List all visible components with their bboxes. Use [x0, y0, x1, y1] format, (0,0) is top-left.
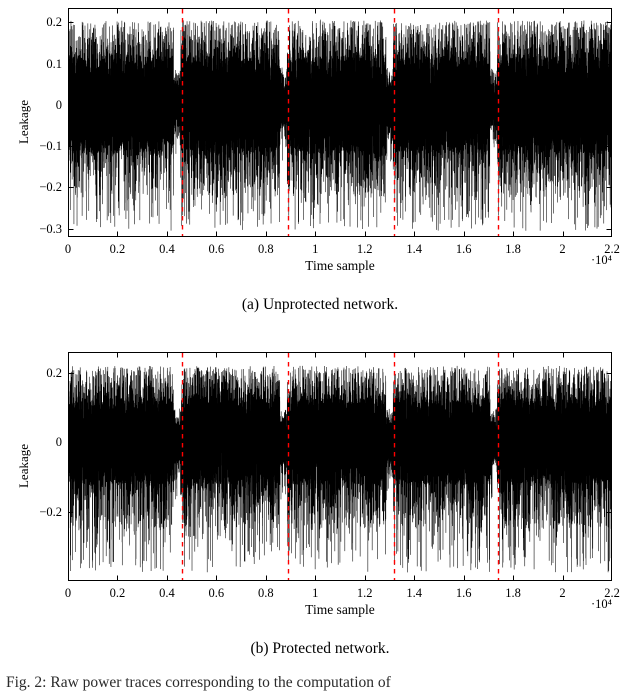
y-tick-label: 0.2 — [46, 15, 62, 30]
figure-b-protected: Leakage ·10⁴ Time sample (b) Protected n… — [0, 344, 640, 676]
subfigure-caption-a: (a) Unprotected network. — [241, 296, 399, 313]
x-tick-label: 1.2 — [356, 242, 373, 256]
x-tick-label: 1.6 — [455, 242, 472, 256]
x-axis-label: Time sample — [305, 602, 375, 617]
x-tick-label: 1.4 — [406, 242, 422, 256]
x-tick-label: 0.2 — [109, 242, 126, 256]
y-tick-label: −0.1 — [39, 138, 62, 153]
x-tick-label: 2 — [559, 242, 566, 256]
x-tick-label: 0.8 — [258, 586, 274, 600]
figure-caption-fragment: Fig. 2: Raw power traces corresponding t… — [6, 674, 391, 691]
y-tick-label: 0.1 — [46, 56, 62, 71]
x-tick-label: 1.8 — [505, 586, 521, 600]
y-axis-label: Leakage — [16, 99, 31, 145]
x-tick-label: 2 — [559, 586, 566, 600]
x-tick-label: 0.6 — [208, 586, 225, 600]
x-tick-label: 0.6 — [208, 242, 225, 256]
y-tick-label: −0.2 — [39, 180, 62, 195]
x-tick-label: 0.8 — [258, 242, 274, 256]
x-tick-label: 2.2 — [604, 586, 620, 600]
x-tick-label: 0 — [64, 586, 72, 600]
x-tick-label: 1.8 — [505, 242, 521, 256]
subfigure-caption-b: (b) Protected network. — [250, 640, 390, 657]
y-tick-label: −0.3 — [39, 221, 62, 236]
x-tick-label: 1.2 — [356, 586, 373, 600]
y-tick-label: 0 — [55, 434, 62, 449]
y-tick-label: 0.2 — [46, 365, 62, 380]
x-tick-label: 1.6 — [455, 586, 472, 600]
y-tick-label: −0.2 — [39, 504, 62, 519]
x-tick-label: 0 — [64, 242, 72, 256]
x-tick-label: 1 — [312, 242, 319, 256]
x-tick-label: 1.4 — [406, 586, 422, 600]
x-axis-label: Time sample — [305, 258, 375, 273]
x-tick-label: 1 — [312, 586, 319, 600]
figure-a-unprotected: Leakage ·10⁴ Time sample (a) Unprotected… — [0, 0, 640, 332]
leakage-trace-plot-a — [68, 8, 612, 237]
x-tick-label: 2.2 — [604, 242, 620, 256]
x-tick-label: 0.4 — [159, 242, 175, 256]
y-axis-label: Leakage — [16, 443, 31, 489]
y-tick-label: 0 — [55, 97, 62, 112]
x-tick-label: 0.4 — [159, 586, 175, 600]
x-tick-label: 0.2 — [109, 586, 126, 600]
x-axis-scale-label: ·10⁴ — [590, 597, 612, 611]
leakage-trace-plot-b — [68, 352, 612, 581]
x-axis-scale-label: ·10⁴ — [590, 253, 612, 267]
